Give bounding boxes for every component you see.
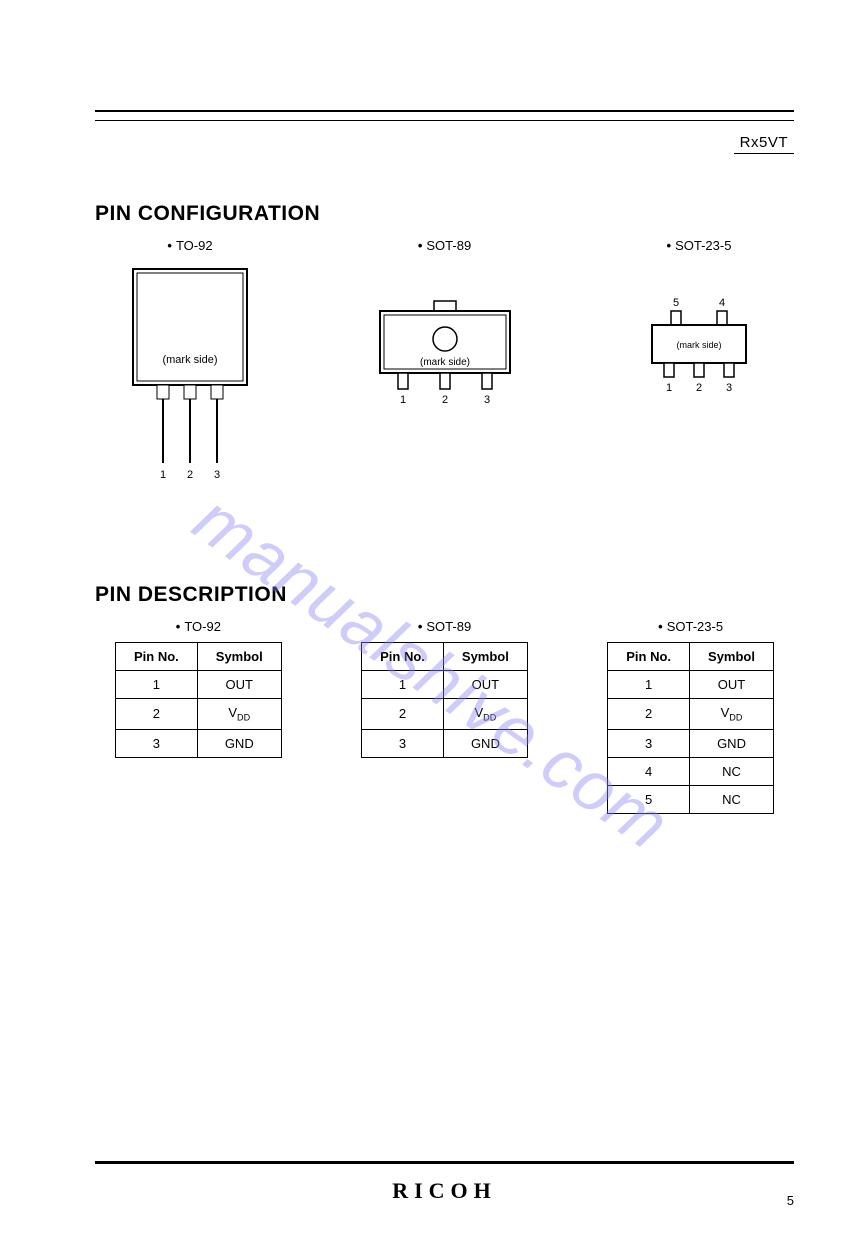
package-label-sot89: •SOT-89 xyxy=(418,238,471,253)
svg-text:1: 1 xyxy=(666,382,672,394)
header-rules: Rx5VT xyxy=(95,110,794,170)
table-label-sot89: •SOT-89 xyxy=(418,619,471,634)
table-header: Pin No. xyxy=(608,643,690,671)
table-row: 1OUT xyxy=(362,671,528,699)
part-number: Rx5VT xyxy=(734,132,794,154)
table-col-sot89: •SOT-89 Pin No. Symbol 1OUT 2VDD 3GND xyxy=(361,619,528,758)
table-label-to92: •TO-92 xyxy=(176,619,221,634)
page-number: 5 xyxy=(787,1193,794,1208)
svg-text:2: 2 xyxy=(696,382,702,394)
table-header-row: Pin No. Symbol xyxy=(362,643,528,671)
diagram-sot235: 5 4 (mark side) 1 2 3 xyxy=(624,263,774,413)
page-content: Rx5VT PIN CONFIGURATION •TO-92 (mark sid… xyxy=(95,110,794,1184)
pin-configuration-row: •TO-92 (mark side) 1 2 3 •SOT-89 xyxy=(95,238,794,483)
package-label-to92: •TO-92 xyxy=(167,238,212,253)
svg-text:2: 2 xyxy=(187,469,193,481)
table-row: 4NC xyxy=(608,757,774,785)
svg-text:5: 5 xyxy=(673,297,679,309)
table-row: 5NC xyxy=(608,785,774,813)
table-row: 3GND xyxy=(362,729,528,757)
table-row: 2VDD xyxy=(362,699,528,730)
diagram-to92: (mark side) 1 2 3 xyxy=(115,263,265,483)
package-sot89: •SOT-89 (mark side) 1 2 3 xyxy=(360,238,530,413)
table-row: 2VDD xyxy=(116,699,282,730)
package-label-sot235: •SOT-23-5 xyxy=(667,238,732,253)
table-header: Pin No. xyxy=(362,643,444,671)
pin-table-sot235: Pin No. Symbol 1OUT 2VDD 3GND 4NC 5NC xyxy=(607,642,774,814)
table-header: Symbol xyxy=(443,643,527,671)
brand-logo: RICOH xyxy=(95,1178,794,1204)
svg-text:3: 3 xyxy=(483,394,489,406)
header-rule-thick xyxy=(95,110,794,112)
table-header: Pin No. xyxy=(116,643,198,671)
footer-rule xyxy=(95,1161,794,1164)
table-col-to92: •TO-92 Pin No. Symbol 1OUT 2VDD 3GND xyxy=(115,619,282,758)
package-to92: •TO-92 (mark side) 1 2 3 xyxy=(115,238,265,483)
diagram-sot89: (mark side) 1 2 3 xyxy=(360,263,530,413)
mark-side-label: (mark side) xyxy=(676,340,721,350)
table-row: 3GND xyxy=(608,729,774,757)
svg-text:1: 1 xyxy=(399,394,405,406)
package-sot235: •SOT-23-5 5 4 (mark side) 1 2 3 xyxy=(624,238,774,413)
table-row: 1OUT xyxy=(116,671,282,699)
pin-table-sot89: Pin No. Symbol 1OUT 2VDD 3GND xyxy=(361,642,528,758)
svg-text:4: 4 xyxy=(719,297,725,309)
section-title-config: PIN CONFIGURATION xyxy=(95,202,794,226)
page-footer: RICOH 5 xyxy=(95,1161,794,1204)
svg-text:3: 3 xyxy=(726,382,732,394)
svg-text:3: 3 xyxy=(214,469,220,481)
header-rule-thin xyxy=(95,120,794,121)
pin-description-row: •TO-92 Pin No. Symbol 1OUT 2VDD 3GND •SO… xyxy=(95,619,794,814)
table-header: Symbol xyxy=(690,643,774,671)
mark-side-label: (mark side) xyxy=(162,354,217,366)
svg-text:1: 1 xyxy=(160,469,166,481)
table-row: 2VDD xyxy=(608,699,774,730)
table-header-row: Pin No. Symbol xyxy=(116,643,282,671)
table-row: 3GND xyxy=(116,729,282,757)
table-label-sot235: •SOT-23-5 xyxy=(658,619,723,634)
pin-table-to92: Pin No. Symbol 1OUT 2VDD 3GND xyxy=(115,642,282,758)
table-col-sot235: •SOT-23-5 Pin No. Symbol 1OUT 2VDD 3GND … xyxy=(607,619,774,814)
mark-side-label: (mark side) xyxy=(419,357,469,368)
svg-text:2: 2 xyxy=(441,394,447,406)
table-header: Symbol xyxy=(197,643,281,671)
table-row: 1OUT xyxy=(608,671,774,699)
section-title-description: PIN DESCRIPTION xyxy=(95,583,794,607)
table-header-row: Pin No. Symbol xyxy=(608,643,774,671)
